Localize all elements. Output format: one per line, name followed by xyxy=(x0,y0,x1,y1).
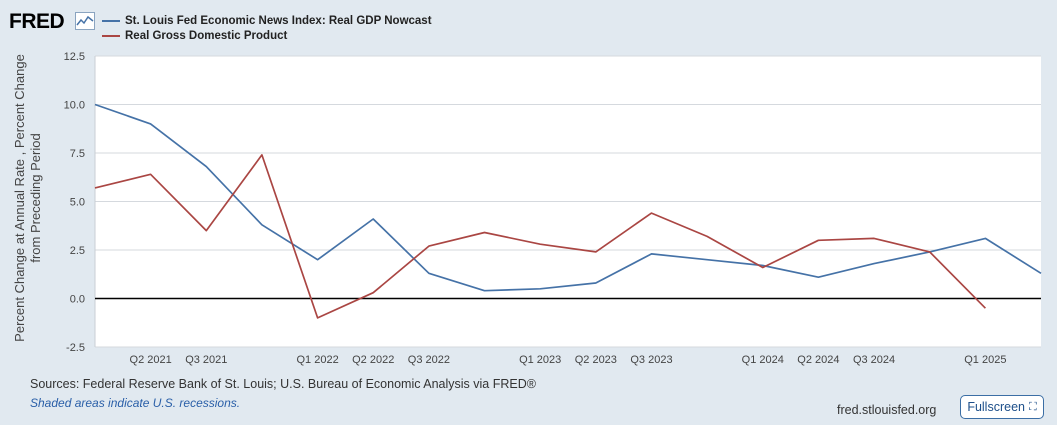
x-tick-label: Q2 2022 xyxy=(352,354,394,366)
legend-label-nowcast: St. Louis Fed Economic News Index: Real … xyxy=(125,14,432,27)
x-tick-label: Q2 2021 xyxy=(130,354,172,366)
y-tick-label: 12.5 xyxy=(64,51,85,63)
site-url[interactable]: fred.stlouisfed.org xyxy=(837,403,937,417)
fullscreen-label: Fullscreen xyxy=(967,400,1025,414)
trend-line-icon xyxy=(75,12,95,30)
y-tick-label: -2.5 xyxy=(66,342,85,354)
x-tick-label: Q3 2024 xyxy=(853,354,895,366)
series-line-nowcast xyxy=(94,103,1042,292)
x-tick-label: Q2 2023 xyxy=(575,354,617,366)
x-tick-label: Q1 2025 xyxy=(964,354,1006,366)
legend-swatch-gdp xyxy=(102,34,120,37)
fred-logo[interactable]: FRED xyxy=(9,10,65,33)
y-tick-label: 7.5 xyxy=(70,148,85,160)
legend-item-nowcast: St. Louis Fed Economic News Index: Real … xyxy=(102,13,432,28)
y-tick-label: 2.5 xyxy=(70,245,85,257)
x-tick-label: Q3 2021 xyxy=(185,354,227,366)
legend-item-gdp: Real Gross Domestic Product xyxy=(102,28,432,43)
y-tick-label: 10.0 xyxy=(64,100,85,112)
expand-icon: ⛶ xyxy=(1028,400,1037,413)
x-tick-label: Q1 2023 xyxy=(519,354,561,366)
legend-swatch-nowcast xyxy=(102,19,120,22)
x-tick-label: Q3 2022 xyxy=(408,354,450,366)
x-tick-label: Q3 2023 xyxy=(630,354,672,366)
y-tick-label: 5.0 xyxy=(70,197,85,209)
x-tick-label: Q2 2024 xyxy=(797,354,839,366)
legend: St. Louis Fed Economic News Index: Real … xyxy=(102,13,432,43)
recession-note: Shaded areas indicate U.S. recessions. xyxy=(30,396,241,410)
y-tick-label: 0.0 xyxy=(70,294,85,306)
sources-note: Sources: Federal Reserve Bank of St. Lou… xyxy=(30,377,536,391)
x-tick-label: Q1 2022 xyxy=(296,354,338,366)
x-tick-label: Q1 2024 xyxy=(742,354,784,366)
legend-label-gdp: Real Gross Domestic Product xyxy=(125,29,288,42)
fullscreen-button[interactable]: Fullscreen ⛶ xyxy=(960,395,1044,419)
series-line-gdp xyxy=(94,154,987,319)
